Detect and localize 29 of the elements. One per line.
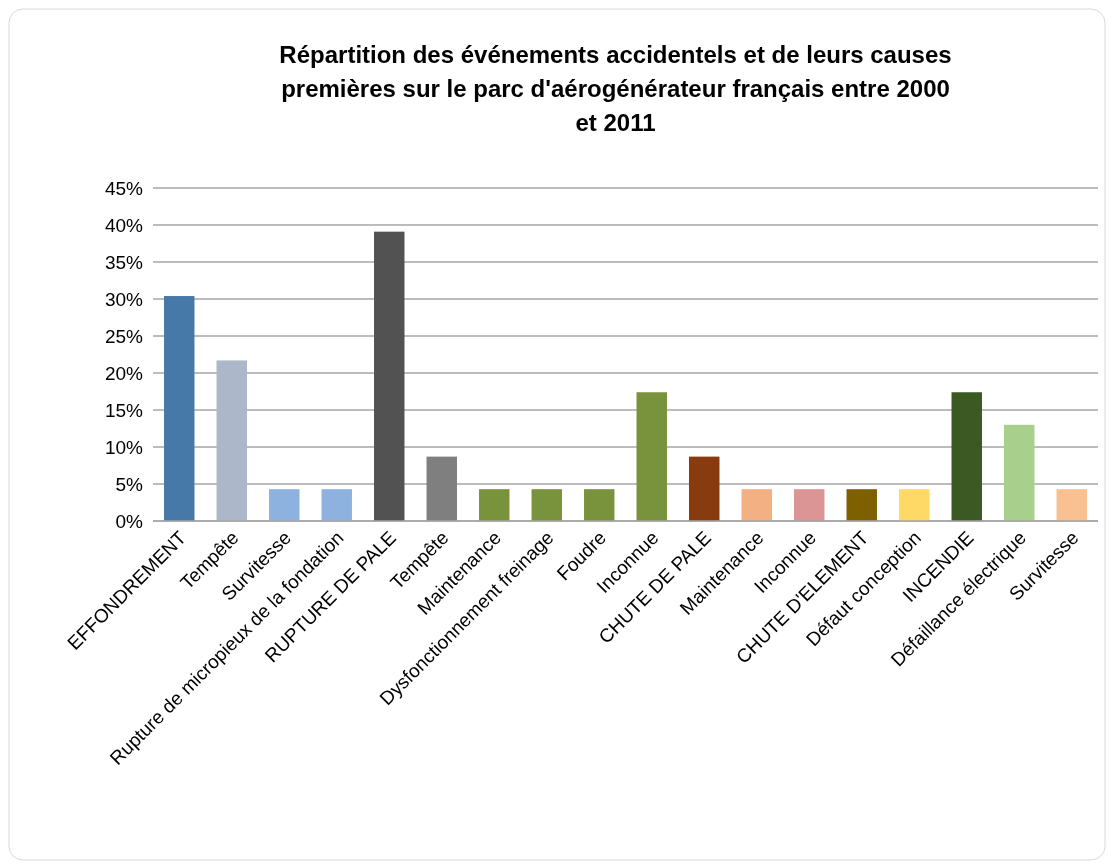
y-tick-label: 20% (104, 362, 144, 384)
bar (531, 489, 562, 521)
bar (216, 360, 247, 521)
bar (479, 489, 510, 521)
bar (741, 489, 772, 521)
y-tick-label: 10% (104, 436, 144, 458)
bar (951, 392, 982, 521)
bar (1004, 424, 1035, 521)
y-tick-label: 35% (104, 251, 144, 273)
y-tick-label: 0% (115, 510, 144, 532)
bar (846, 489, 877, 521)
y-tick-label: 40% (104, 214, 144, 236)
y-tick-label: 15% (104, 399, 144, 421)
chart-title: Répartition des événements accidentels et de leurs causes premières sur le parc d'aérogénérateur français entre 2000 et 2011 (279, 41, 952, 136)
bar (321, 489, 352, 521)
bar (794, 489, 825, 521)
y-tick-label: 25% (104, 325, 144, 347)
y-tick-label: 45% (104, 177, 144, 199)
bar (584, 489, 615, 521)
bar (1056, 489, 1087, 521)
bar (164, 296, 195, 521)
bar (374, 231, 405, 521)
bar (636, 392, 667, 521)
y-tick-label: 30% (104, 288, 144, 310)
bar (899, 489, 930, 521)
bar (269, 489, 300, 521)
y-tick-label: 5% (115, 473, 144, 495)
bar (689, 456, 720, 521)
bar (426, 456, 457, 521)
